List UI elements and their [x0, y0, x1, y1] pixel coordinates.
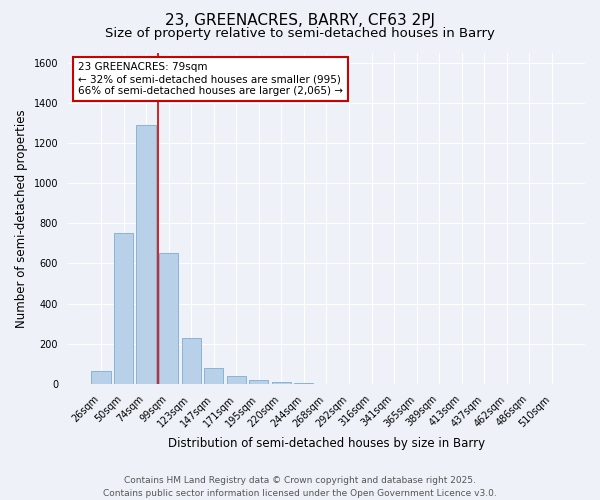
Bar [204, 368, 223, 384]
Bar [295, 383, 313, 384]
Bar [114, 234, 133, 384]
Bar [91, 371, 110, 384]
Y-axis label: Number of semi-detached properties: Number of semi-detached properties [15, 109, 28, 328]
Text: 23, GREENACRES, BARRY, CF63 2PJ: 23, GREENACRES, BARRY, CF63 2PJ [165, 12, 435, 28]
Text: 23 GREENACRES: 79sqm
← 32% of semi-detached houses are smaller (995)
66% of semi: 23 GREENACRES: 79sqm ← 32% of semi-detac… [78, 62, 343, 96]
Bar [136, 125, 155, 384]
Bar [249, 380, 268, 384]
Bar [227, 376, 246, 384]
Bar [159, 254, 178, 384]
Text: Contains HM Land Registry data © Crown copyright and database right 2025.
Contai: Contains HM Land Registry data © Crown c… [103, 476, 497, 498]
Text: Size of property relative to semi-detached houses in Barry: Size of property relative to semi-detach… [105, 28, 495, 40]
X-axis label: Distribution of semi-detached houses by size in Barry: Distribution of semi-detached houses by … [168, 437, 485, 450]
Bar [272, 382, 291, 384]
Bar [182, 338, 201, 384]
